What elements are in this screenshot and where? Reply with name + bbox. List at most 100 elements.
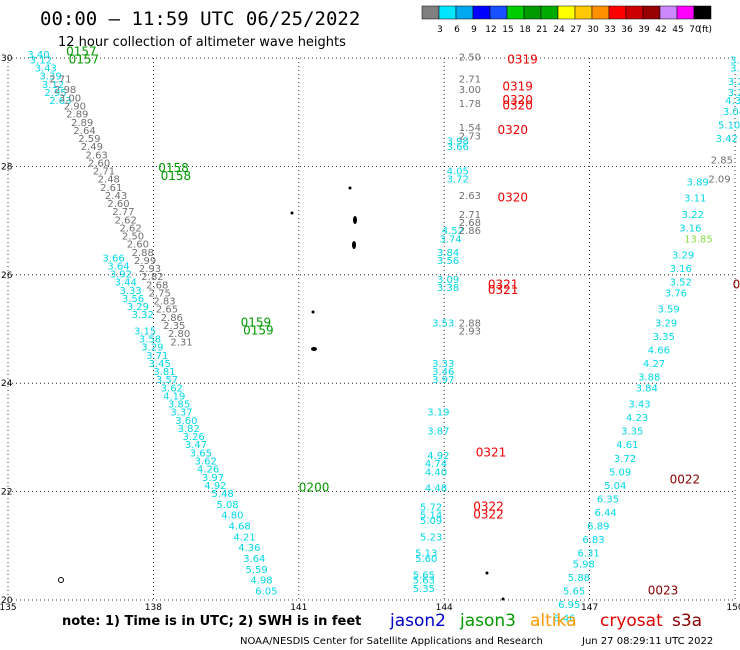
pass-time-label: 0159 — [243, 323, 274, 337]
legend-tick-label: 9 — [471, 25, 477, 35]
wave-height-label: 2.88 — [459, 318, 481, 329]
wave-height-label: 4.66 — [648, 345, 670, 356]
legend-tick-label: 33 — [604, 25, 615, 35]
wave-height-label: 3.85 — [168, 400, 190, 411]
wave-height-label: 2.86 — [161, 313, 183, 324]
lon-tick-label: 135 — [0, 603, 17, 613]
wave-height-label: 3.84 — [636, 383, 658, 394]
wave-height-label: 3.46 — [730, 64, 740, 75]
lat-tick-label: 30 — [1, 54, 13, 64]
wave-height-label: 3.35 — [653, 332, 675, 343]
wave-height-label: 3.88 — [638, 372, 660, 383]
wave-height-label: 3.87 — [427, 427, 449, 438]
lat-tick-label: 28 — [1, 162, 13, 172]
map-subtitle: 12 hour collection of altimeter wave hei… — [58, 35, 346, 50]
wave-height-label: 5.48 — [212, 489, 234, 500]
pass-time-label: 0022 — [670, 472, 701, 486]
wave-height-label: 2.62 — [119, 223, 141, 234]
wave-height-label: 2.89 — [71, 118, 93, 129]
wave-height-label: 3.04 — [723, 107, 740, 118]
wave-height-label: 2.77 — [112, 207, 134, 218]
satellite-legend-label: cryosat — [600, 611, 663, 631]
wave-height-label: 3.43 — [628, 400, 650, 411]
pass-time-label: 0320 — [498, 191, 529, 205]
pass-time-label: 0320 — [498, 123, 529, 137]
wave-height-label: 4.52 — [442, 226, 464, 237]
pass-time-label: 0023 — [648, 584, 679, 598]
wave-height-label: 3.71 — [146, 351, 168, 362]
wave-height-label: 1.78 — [459, 99, 481, 110]
lon-tick-labels: 135 138 141 144 147 150 — [0, 603, 740, 613]
satellite-legend-label: altika — [530, 611, 577, 631]
wave-height-label: 2.61 — [100, 183, 122, 194]
wave-height-label: 5.13 — [415, 549, 437, 560]
wave-height-label: 3.19 — [427, 408, 449, 419]
wave-height-label: 6.89 — [587, 522, 609, 533]
lon-tick-label: 144 — [436, 603, 453, 613]
wave-height-label: 5.60 — [415, 554, 437, 565]
wave-height-label: 3.57 — [156, 375, 178, 386]
pass-time-label: 0320 — [502, 93, 533, 107]
wave-height-label: 2.31 — [170, 337, 192, 348]
wave-height-label: 2.50 — [122, 232, 144, 243]
island-shape — [58, 577, 64, 583]
wave-height-label: 3.39 — [40, 72, 62, 83]
wave-height-label: 2.68 — [146, 280, 168, 291]
wave-height-label: 3.84 — [437, 248, 459, 259]
wave-height-label: 2.99 — [134, 256, 156, 267]
wave-height-label: 2.64 — [73, 126, 95, 137]
legend-swatch — [472, 5, 491, 20]
wave-height-label: 4.48 — [425, 484, 447, 495]
wave-height-label: 2.60 — [88, 158, 110, 169]
wave-height-label: 3.97 — [432, 375, 454, 386]
legend-tick-label: 27 — [570, 25, 581, 35]
wave-height-label: 3.66 — [447, 142, 469, 153]
wave-height-label: 2.71 — [459, 210, 481, 221]
wave-height-label: 2.62 — [115, 215, 137, 226]
wave-height-label: 6.46 — [553, 614, 575, 625]
lon-tick-label: 138 — [145, 603, 162, 613]
wave-height-label: 6.05 — [255, 587, 277, 598]
wave-height-label: 6.95 — [558, 600, 580, 611]
pass-time-label: 0322 — [473, 508, 504, 522]
wave-height-label: 5.98 — [573, 559, 595, 570]
lon-tick-label: 150 — [726, 603, 740, 613]
wave-height-label: 3.29 — [141, 343, 163, 354]
legend-tick-label: 36 — [621, 25, 633, 35]
wave-height-label: 2.71 — [459, 74, 481, 85]
wave-height-label: 2.71 — [49, 74, 71, 85]
wave-height-label: 2.63 — [49, 96, 71, 107]
legend-tick-label: 15 — [502, 25, 513, 35]
island-shape — [290, 211, 294, 215]
wave-height-label: 3.35 — [621, 427, 643, 438]
footer-credit: NOAA/NESDIS Center for Satellite Applica… — [240, 636, 543, 647]
pass-time-label: 0157 — [69, 52, 100, 66]
wave-height-label: 3.16 — [679, 223, 701, 234]
wave-height-label: 2.59 — [78, 134, 100, 145]
wave-height-label: 2.82 — [141, 272, 163, 283]
wave-height-label: 3.97 — [202, 473, 224, 484]
pass-time-label: 0159 — [241, 315, 272, 329]
wave-height-label: 6.44 — [594, 508, 616, 519]
wave-height-label: 5.72 — [420, 503, 442, 514]
wave-height-label: 3.62 — [161, 383, 183, 394]
wave-height-label: 2.95 — [44, 88, 66, 99]
island-shape — [348, 186, 352, 190]
island-shape — [485, 571, 489, 575]
wave-height-label: 5.09 — [420, 516, 442, 527]
pass-time-label: 0319 — [507, 52, 538, 66]
wave-height-label: 3.22 — [682, 210, 704, 221]
pass-time-label: 0157 — [66, 44, 97, 58]
wave-height-label: 3.47 — [730, 55, 740, 66]
island-shape — [501, 597, 505, 601]
pass-time-label: 0158 — [158, 161, 189, 175]
wave-height-label: 3.76 — [665, 288, 687, 299]
wave-height-label: 3.32 — [132, 310, 154, 321]
wave-height-label: 3.38 — [437, 283, 459, 294]
wave-height-label: 5.08 — [216, 500, 238, 511]
wave-height-label: 3.12 — [30, 55, 52, 66]
lat-tick-label: 22 — [1, 488, 12, 498]
lon-tick-label: 141 — [290, 603, 307, 613]
lat-tick-label: 20 — [1, 596, 13, 606]
wave-height-label: 3.72 — [447, 175, 469, 186]
